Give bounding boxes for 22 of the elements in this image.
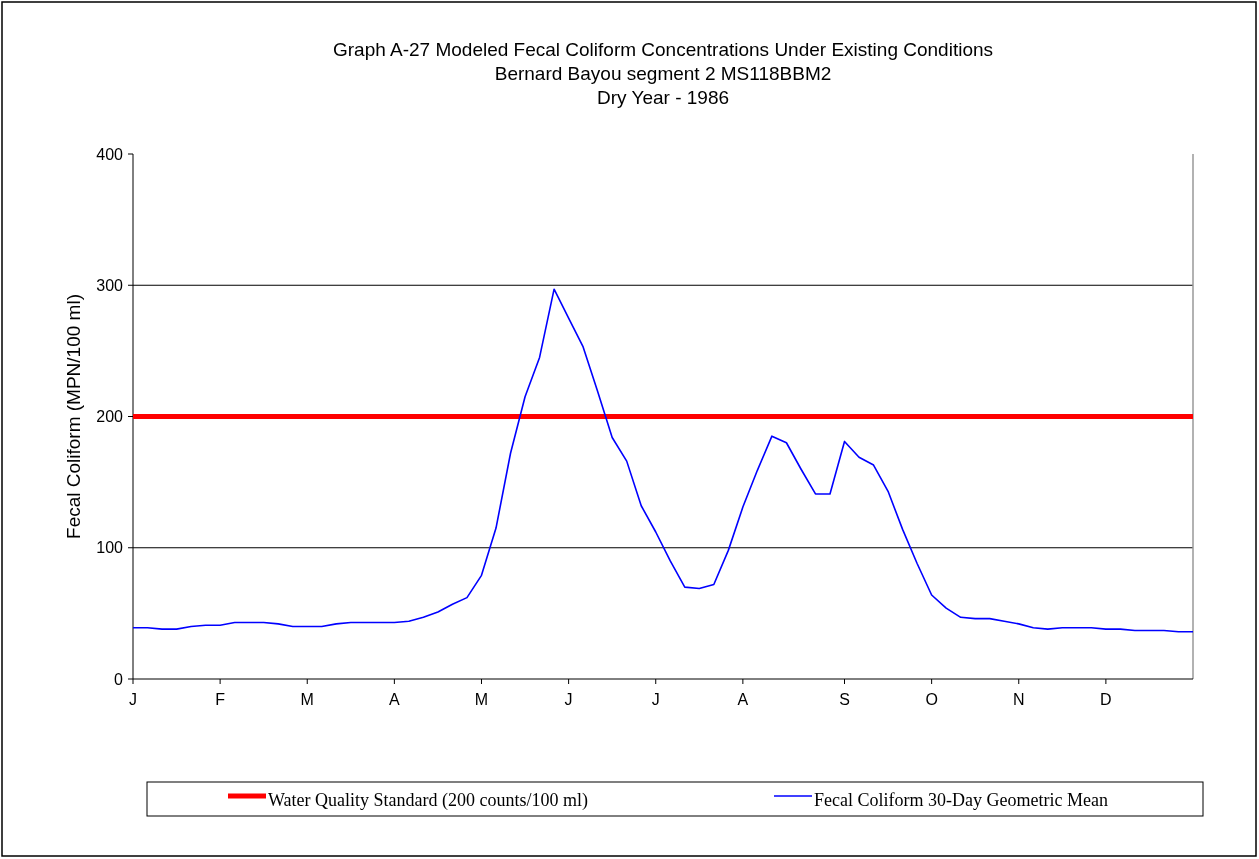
y-tick-label: 0	[114, 670, 124, 688]
y-tick-label: 400	[96, 145, 124, 163]
y-tick-label: 200	[96, 408, 124, 426]
x-tick-label: S	[839, 691, 850, 708]
legend-label: Water Quality Standard (200 counts/100 ml)	[268, 790, 588, 811]
legend-label: Fecal Coliform 30-Day Geometric Mean	[814, 790, 1108, 810]
x-tick-label: N	[1012, 691, 1025, 708]
x-tick-label: F	[215, 691, 226, 708]
chart-subtitle: Bernard Bayou segment 2 MS118BBM2 Dry Year - 1986	[494, 63, 832, 108]
x-tick-label: A	[389, 691, 401, 708]
y-tick-label: 300	[96, 276, 124, 294]
x-tick-label: A	[737, 691, 749, 708]
x-tick-label: J	[564, 691, 573, 708]
y-tick-label: 100	[96, 539, 124, 557]
x-tick-label: M	[300, 691, 314, 708]
x-tick-label: O	[925, 691, 938, 708]
y-axis-title: Fecal Coliform (MPN/100 ml)	[63, 294, 84, 539]
x-tick-label: M	[474, 691, 489, 708]
chart-title: Graph A-27 Modeled Fecal Coliform Concentrations Under Existing Conditions	[332, 39, 994, 60]
x-tick-label: J	[651, 691, 660, 708]
x-tick-label: D	[1100, 691, 1112, 708]
x-tick-label: J	[129, 691, 137, 708]
